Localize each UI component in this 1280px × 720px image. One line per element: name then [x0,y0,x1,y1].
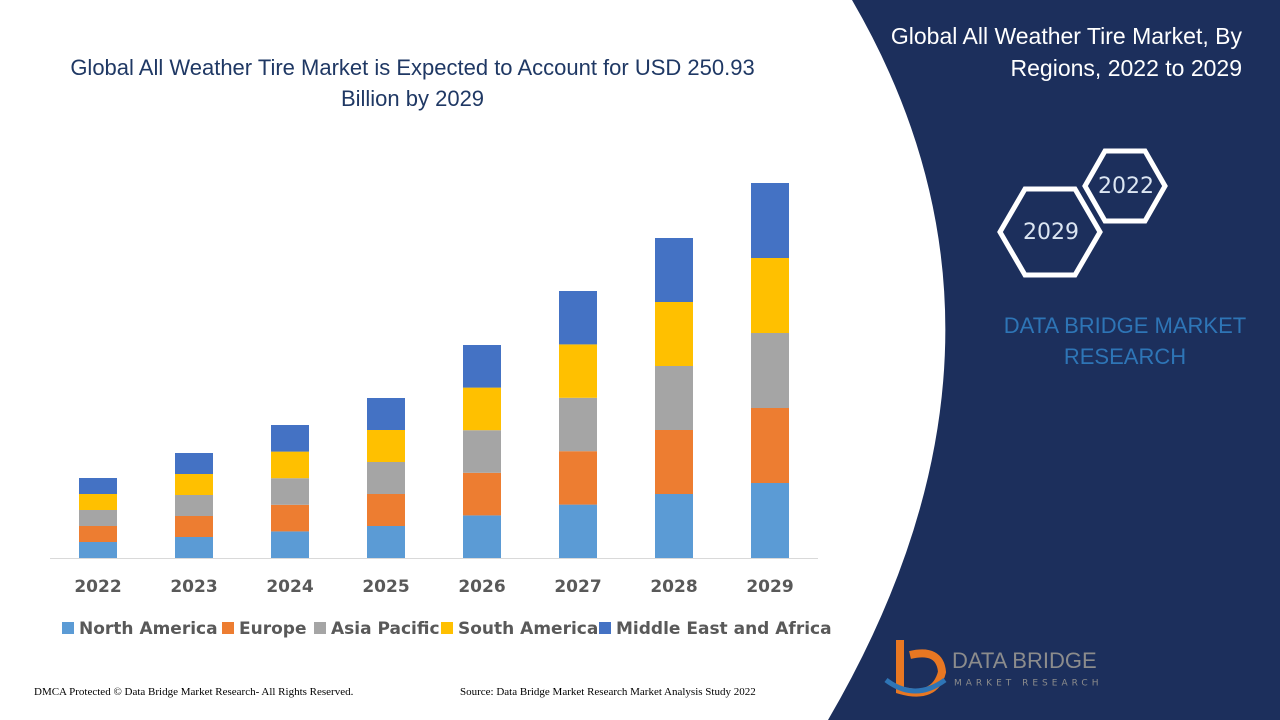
bar-segment [463,430,501,473]
hexagon [997,186,1103,278]
legend-label: Asia Pacific [331,619,440,639]
x-tick-label: 2023 [170,577,217,597]
bar-segment [271,531,309,558]
x-tick-label: 2028 [650,577,697,597]
bar-segment [271,504,309,532]
x-tick-label: 2029 [746,577,793,597]
bar-segment [559,451,597,505]
hex-year: 2022 [1098,174,1154,199]
bar-segment [367,494,405,526]
bar-segment [367,430,405,462]
bar-segment [79,510,117,526]
bar-segment [271,478,309,505]
logo-name: DATA BRIDGE [952,648,1097,673]
bar-segment [79,526,117,542]
x-tick-label: 2027 [554,577,601,597]
bar-segment [271,425,309,452]
bar-segment [463,515,501,558]
bar-segment [655,302,693,366]
legend-label: North America [79,619,218,639]
bar-segment [655,430,693,494]
brand: DATA BRIDGE MARKET RESEARCH [1003,313,1247,369]
hexagon [1082,148,1168,224]
bar-segment [79,478,117,494]
logo-tagline: MARKET RESEARCH [954,679,1102,689]
bar-segment [655,238,693,302]
bar-segment [175,474,213,495]
bar-segment [79,542,117,558]
bar-segment [751,258,789,333]
chart-title: Global All Weather Tire Market is Expect… [70,55,755,111]
x-tick-label: 2024 [266,577,313,597]
bar-segment [175,495,213,516]
bar-segment [463,472,501,516]
bar-segment [79,494,117,510]
hex-year: 2029 [1023,220,1079,245]
legend-swatch [222,622,234,634]
bar-segment [751,483,789,558]
legend-label: Europe [239,619,306,639]
bar-segment [367,398,405,430]
bar-segment [559,291,597,345]
legend-swatch [441,622,453,634]
bar-segment [655,494,693,558]
bar-segment [559,397,597,452]
footer-left: DMCA Protected © Data Bridge Market Rese… [34,686,354,698]
legend-label: Middle East and Africa [616,619,832,639]
bar-segment [463,345,501,388]
bar-segment [559,504,597,558]
bar-segment [751,408,789,483]
bar-segment [463,387,501,431]
bar-segment [175,453,213,474]
side-panel [828,0,1280,720]
x-tick-label: 2025 [362,577,409,597]
bar-segment [751,183,789,258]
panel-title: Global All Weather Tire Market, By Regio… [890,23,1242,81]
x-tick-label: 2026 [458,577,505,597]
footer-right: Source: Data Bridge Market Research Mark… [460,686,756,698]
bar-segment [751,333,789,408]
bar-segment [175,537,213,558]
bar-segment [271,451,309,479]
logo-icon [884,640,947,697]
bar-segment [175,516,213,537]
legend-label: South America [458,619,598,639]
bar-segment [367,526,405,558]
legend-swatch [314,622,326,634]
bar-segment [559,344,597,398]
legend-swatch [62,622,74,634]
bar-segment [655,366,693,430]
bar-segment [367,462,405,494]
x-tick-label: 2022 [74,577,121,597]
legend-swatch [599,622,611,634]
